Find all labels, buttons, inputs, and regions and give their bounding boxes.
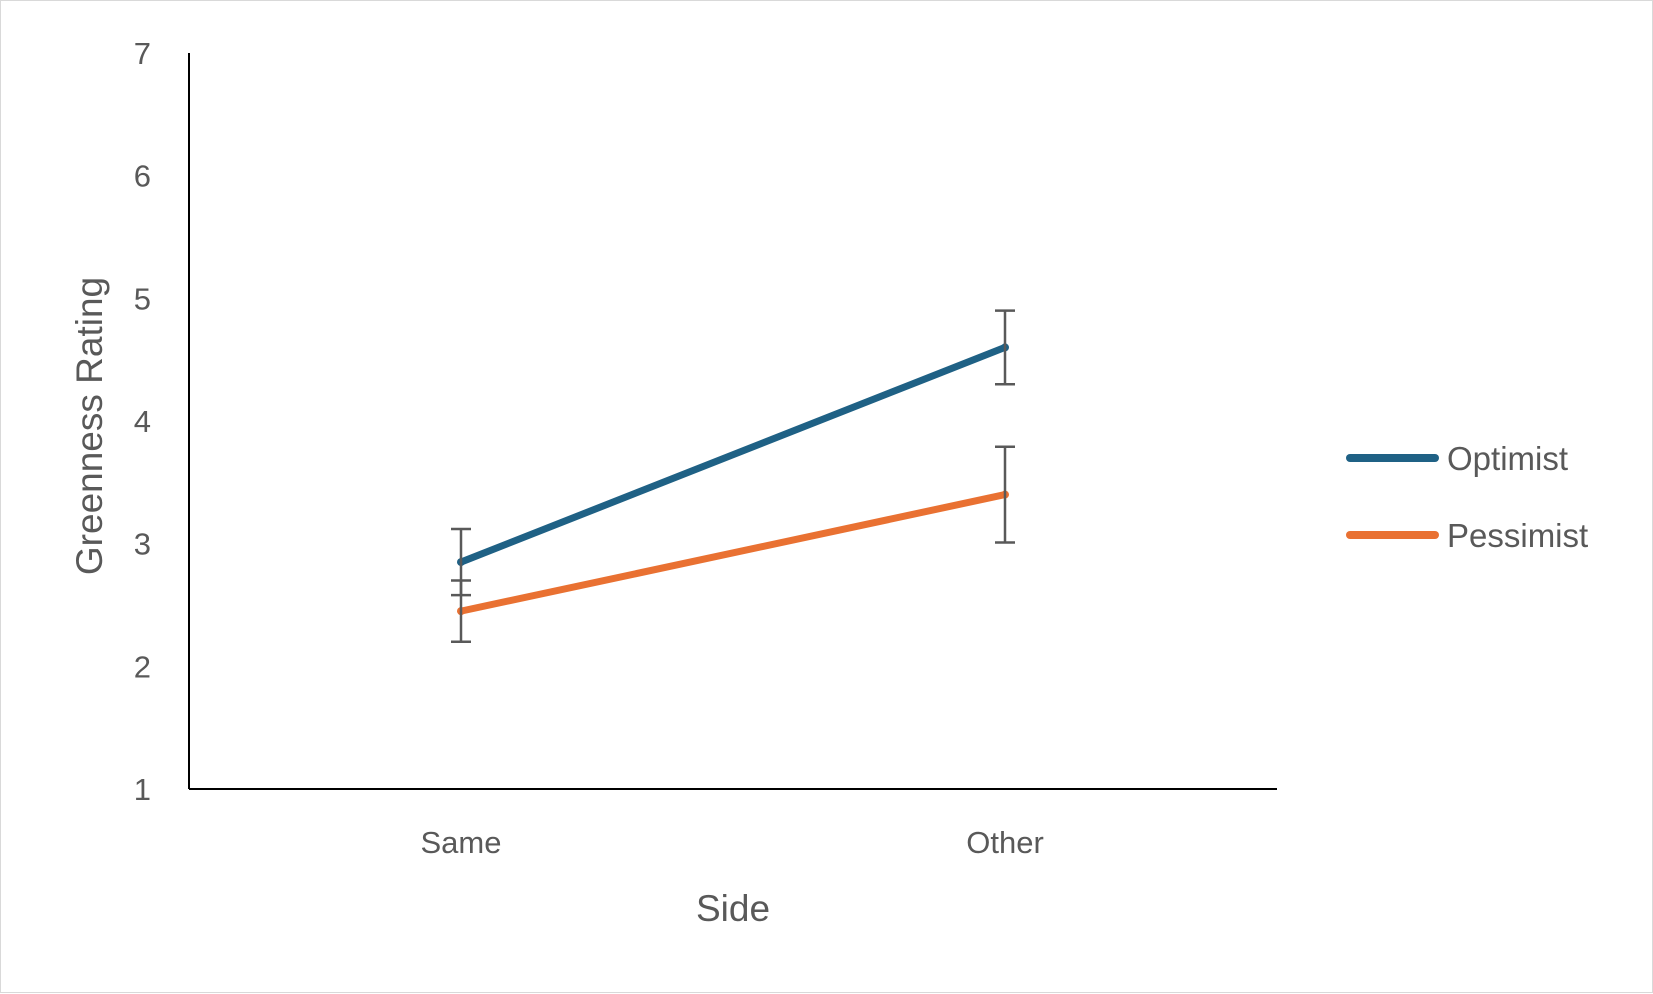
y-tick-label: 4 [134,404,151,439]
series-layer [457,343,1009,616]
error-bar-layer [451,309,1015,644]
series-line-optimist [457,343,1009,566]
x-tick-label: Same [421,825,502,860]
error-bar [995,445,1015,544]
legend-label-optimist: Optimist [1447,440,1568,477]
y-tick-label: 3 [134,527,151,562]
y-axis-ticks: 1 2 3 4 5 6 7 [134,36,151,807]
y-tick-label: 5 [134,281,151,316]
legend: Optimist Pessimist [1346,440,1588,554]
y-axis-title: Greenness Rating [69,277,110,575]
y-tick-label: 7 [134,36,151,71]
error-bar [451,579,471,644]
y-tick-label: 1 [134,772,151,807]
series-line-pessimist [457,491,1009,615]
error-bar [995,309,1015,386]
y-tick-label: 6 [134,159,151,194]
x-axis-ticks: Same Other [421,825,1044,860]
legend-label-pessimist: Pessimist [1447,517,1588,554]
x-tick-label: Other [966,825,1044,860]
x-axis-title: Side [696,888,770,929]
y-tick-label: 2 [134,649,151,684]
